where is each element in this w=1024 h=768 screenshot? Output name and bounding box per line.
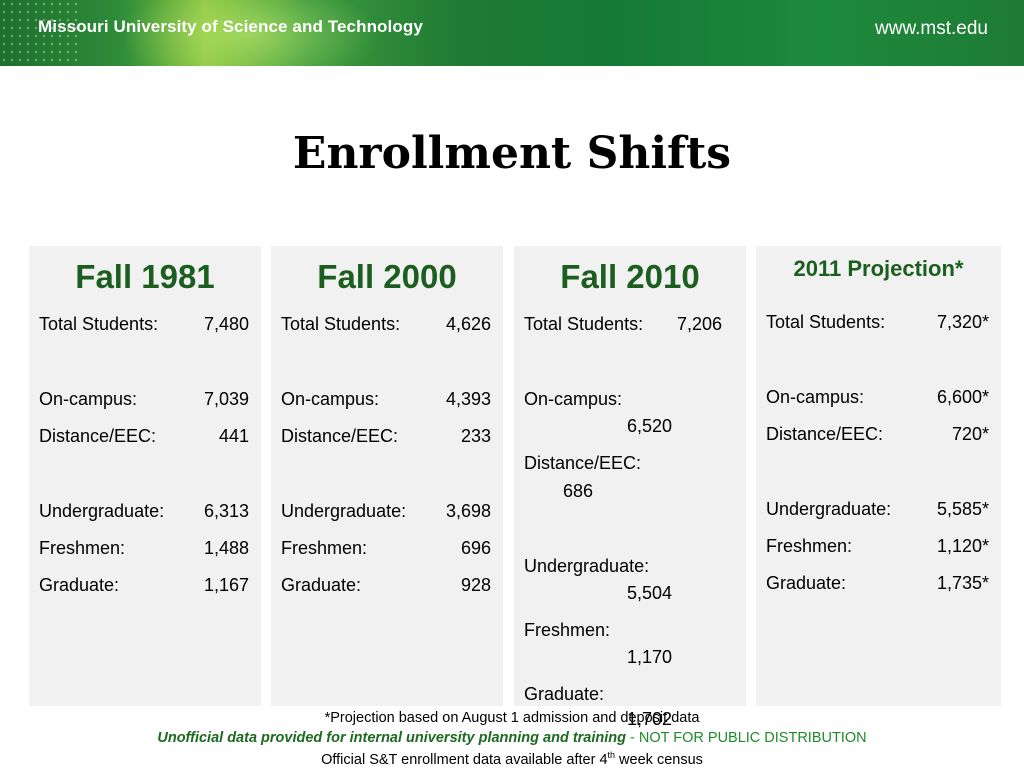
distance-row: Distance/EEC: 233 bbox=[281, 426, 491, 447]
total-value: 7,480 bbox=[203, 314, 249, 334]
footer-note: *Projection based on August 1 admission … bbox=[324, 710, 700, 726]
footer-not-public: - NOT FOR PUBLIC DISTRIBUTION bbox=[626, 730, 867, 746]
banner-glow bbox=[120, 0, 380, 66]
freshmen-label: Freshmen: bbox=[766, 536, 853, 556]
oncampus-value: 7,039 bbox=[203, 389, 249, 409]
undergrad-row: Undergraduate: 5,585* bbox=[766, 499, 989, 520]
oncampus-label: On-campus: bbox=[281, 389, 380, 409]
panel-fall-1981: Fall 1981 Total Students: 7,480 On-campu… bbox=[29, 246, 261, 706]
graduate-value: 1,735* bbox=[936, 573, 989, 593]
freshmen-label: Freshmen: bbox=[524, 620, 611, 640]
freshmen-value: 1,120* bbox=[936, 536, 989, 556]
panel-heading: 2011 Projection* bbox=[793, 256, 964, 281]
freshmen-label: Freshmen: bbox=[39, 538, 126, 558]
site-url: www.mst.edu bbox=[875, 18, 988, 39]
footer-unofficial: Unofficial data provided for internal un… bbox=[157, 730, 626, 746]
panel-heading: Fall 1981 bbox=[75, 258, 215, 295]
oncampus-label: On-campus: bbox=[39, 389, 138, 409]
total-value: 7,320* bbox=[936, 312, 989, 332]
distance-value: 233 bbox=[460, 426, 491, 446]
banner-pattern bbox=[0, 0, 80, 66]
graduate-row: Graduate: 1,735* bbox=[766, 573, 989, 594]
freshmen-row: Freshmen: 1,488 bbox=[39, 538, 249, 559]
panel-fall-2010: Fall 2010 Total Students: 7,206 On-campu… bbox=[514, 246, 746, 706]
university-name: Missouri University of Science and Techn… bbox=[38, 17, 423, 36]
undergrad-row: Undergraduate: 6,313 bbox=[39, 501, 249, 522]
undergrad-value: 3,698 bbox=[445, 501, 491, 521]
oncampus-row: On-campus: 6,600* bbox=[766, 387, 989, 408]
graduate-row: Graduate: 1,167 bbox=[39, 575, 249, 596]
freshmen-label: Freshmen: bbox=[281, 538, 368, 558]
footer-distribution: Unofficial data provided for internal un… bbox=[0, 730, 1024, 746]
total-row: Total Students: 7,320* bbox=[766, 312, 989, 333]
freshmen-row: Freshmen: 1,120* bbox=[766, 536, 989, 557]
distance-value: 686 bbox=[563, 481, 594, 501]
oncampus-value: 6,600* bbox=[936, 387, 989, 407]
distance-value: 720* bbox=[951, 424, 989, 444]
distance-label: Distance/EEC: bbox=[39, 426, 157, 446]
panel-heading: Fall 2000 bbox=[317, 258, 457, 295]
graduate-label: Graduate: bbox=[281, 575, 362, 595]
total-value: 4,626 bbox=[445, 314, 491, 334]
panel-2011-projection: 2011 Projection* Total Students: 7,320* … bbox=[756, 246, 1001, 706]
oncampus-label: On-campus: bbox=[766, 387, 865, 407]
oncampus-row: On-campus: 4,393 bbox=[281, 389, 491, 410]
undergrad-value: 6,313 bbox=[203, 501, 249, 521]
freshmen-value: 1,488 bbox=[203, 538, 249, 558]
distance-row: Distance/EEC: 441 bbox=[39, 426, 249, 447]
total-row: Total Students: 4,626 bbox=[281, 314, 491, 335]
distance-value: 441 bbox=[218, 426, 249, 446]
panel-fall-2000: Fall 2000 Total Students: 4,626 On-campu… bbox=[271, 246, 503, 706]
graduate-row: Graduate: 928 bbox=[281, 575, 491, 596]
undergrad-label: Undergraduate: bbox=[766, 499, 892, 519]
footer-official-sup: th bbox=[607, 750, 616, 760]
freshmen-row: Freshmen: 696 bbox=[281, 538, 491, 559]
total-label: Total Students: bbox=[766, 312, 886, 332]
undergrad-value: 5,585* bbox=[936, 499, 989, 519]
distance-label: Distance/EEC: bbox=[766, 424, 884, 444]
oncampus-label: On-campus: bbox=[524, 389, 623, 409]
graduate-label: Graduate: bbox=[766, 573, 847, 593]
distance-label: Distance/EEC: bbox=[524, 453, 642, 473]
oncampus-row: On-campus: 7,039 bbox=[39, 389, 249, 410]
undergrad-label: Undergraduate: bbox=[281, 501, 407, 521]
graduate-label: Graduate: bbox=[524, 684, 605, 704]
graduate-value: 928 bbox=[460, 575, 491, 595]
total-value: 7,206 bbox=[677, 314, 723, 334]
oncampus-value: 6,520 bbox=[627, 416, 673, 436]
panel-heading: Fall 2010 bbox=[560, 258, 700, 295]
freshmen-value: 696 bbox=[460, 538, 491, 558]
total-row: Total Students: 7,480 bbox=[39, 314, 249, 335]
distance-label: Distance/EEC: bbox=[281, 426, 399, 446]
undergrad-value: 5,504 bbox=[627, 583, 673, 603]
oncampus-value: 4,393 bbox=[445, 389, 491, 409]
distance-row: Distance/EEC: 720* bbox=[766, 424, 989, 445]
footer-official: Official S&T enrollment data available a… bbox=[0, 750, 1024, 768]
undergrad-row: Undergraduate: 3,698 bbox=[281, 501, 491, 522]
freshmen-value: 1,170 bbox=[627, 647, 673, 667]
graduate-value-2010: 1,702 bbox=[627, 709, 673, 729]
graduate-label: Graduate: bbox=[39, 575, 120, 595]
total-label: Total Students: bbox=[524, 314, 644, 334]
slide-title: Enrollment Shifts bbox=[292, 128, 732, 179]
footer-official-tail: week census bbox=[615, 751, 703, 768]
graduate-value: 1,167 bbox=[203, 575, 249, 595]
undergrad-label: Undergraduate: bbox=[39, 501, 165, 521]
header-banner: Missouri University of Science and Techn… bbox=[0, 0, 1024, 66]
total-label: Total Students: bbox=[281, 314, 401, 334]
undergrad-label: Undergraduate: bbox=[524, 556, 650, 576]
footer-official-text: Official S&T enrollment data available a… bbox=[321, 751, 608, 768]
total-label: Total Students: bbox=[39, 314, 159, 334]
